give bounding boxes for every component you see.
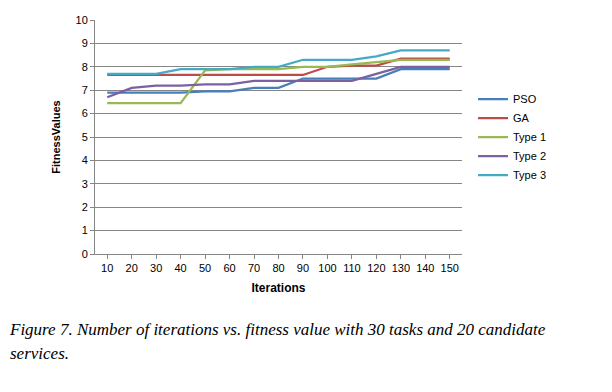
svg-text:3: 3 xyxy=(82,178,88,190)
svg-text:10: 10 xyxy=(101,262,113,274)
svg-text:1: 1 xyxy=(82,224,88,236)
svg-text:110: 110 xyxy=(343,262,361,274)
svg-text:5: 5 xyxy=(82,131,88,143)
svg-text:130: 130 xyxy=(392,262,410,274)
svg-text:150: 150 xyxy=(441,262,459,274)
svg-text:Type 3: Type 3 xyxy=(513,169,546,181)
svg-text:9: 9 xyxy=(82,37,88,49)
svg-text:10: 10 xyxy=(76,14,88,26)
svg-text:50: 50 xyxy=(199,262,211,274)
svg-text:4: 4 xyxy=(82,154,88,166)
svg-text:0: 0 xyxy=(82,248,88,260)
svg-text:80: 80 xyxy=(272,262,284,274)
svg-text:8: 8 xyxy=(82,61,88,73)
svg-text:120: 120 xyxy=(367,262,385,274)
svg-text:Iterations: Iterations xyxy=(251,281,305,295)
svg-text:30: 30 xyxy=(150,262,162,274)
svg-text:100: 100 xyxy=(318,262,336,274)
svg-text:90: 90 xyxy=(297,262,309,274)
svg-text:GA: GA xyxy=(513,112,530,124)
svg-text:Type 1: Type 1 xyxy=(513,131,546,143)
svg-text:PSO: PSO xyxy=(513,93,537,105)
svg-text:7: 7 xyxy=(82,84,88,96)
svg-text:60: 60 xyxy=(223,262,235,274)
svg-text:6: 6 xyxy=(82,107,88,119)
html-text:Figure 7. Number of iterations: Figure 7. Number of iterations vs. fitne… xyxy=(10,320,546,363)
svg-text:70: 70 xyxy=(248,262,260,274)
svg-text:2: 2 xyxy=(82,201,88,213)
svg-text:20: 20 xyxy=(126,262,138,274)
svg-text:Type 2: Type 2 xyxy=(513,150,546,162)
svg-text:FitnessValues: FitnessValues xyxy=(50,100,62,173)
svg-text:140: 140 xyxy=(416,262,434,274)
svg-text:40: 40 xyxy=(175,262,187,274)
